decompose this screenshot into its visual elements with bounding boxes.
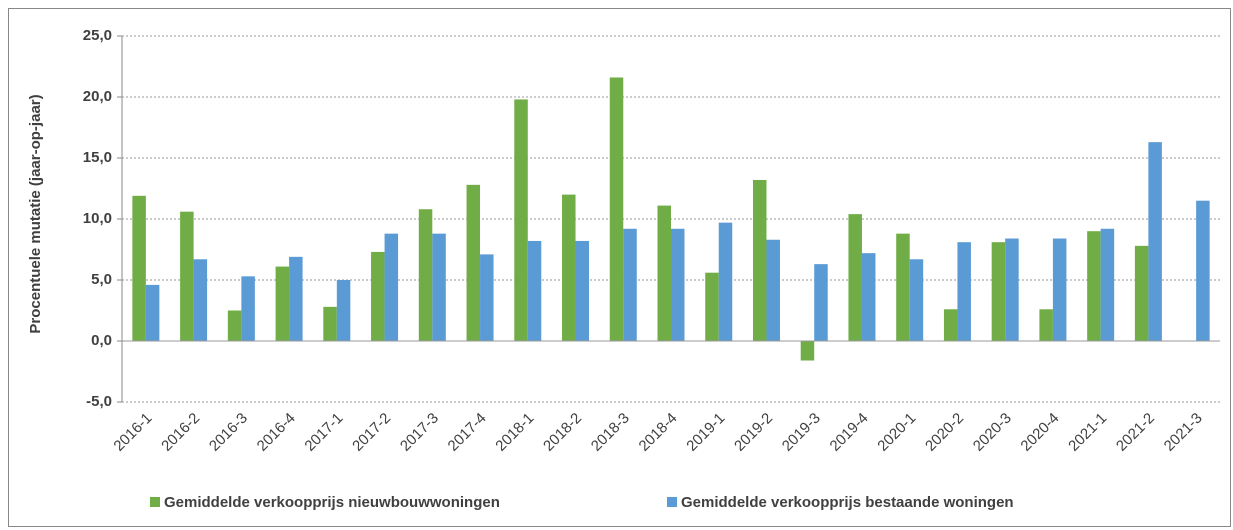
bar — [480, 254, 494, 341]
y-axis-label: Procentuele mutatie (jaar-op-jaar) — [27, 94, 44, 333]
bar — [384, 233, 399, 341]
bar — [371, 251, 385, 341]
bar — [180, 211, 194, 341]
bar — [943, 309, 958, 341]
y-tick-label: 5,0 — [91, 271, 112, 288]
bar — [1052, 238, 1067, 341]
bar — [466, 184, 481, 341]
bar — [336, 280, 351, 341]
bar — [752, 179, 767, 341]
y-tick-label: 0,0 — [91, 332, 112, 349]
bar — [896, 233, 910, 341]
y-tick-label: -5,0 — [86, 393, 112, 410]
bar — [814, 264, 828, 341]
bar — [623, 228, 637, 341]
legend-swatch — [150, 497, 160, 507]
bar — [514, 99, 528, 341]
bar — [227, 310, 242, 341]
bar — [1100, 228, 1115, 341]
y-tick-label: 15,0 — [83, 149, 112, 166]
bar — [1196, 200, 1210, 341]
bar — [1148, 142, 1162, 341]
bar — [957, 242, 971, 341]
bar — [800, 341, 815, 361]
bar — [1039, 309, 1053, 341]
bar — [132, 195, 146, 341]
bar — [432, 233, 446, 341]
bar — [193, 259, 208, 341]
y-tick-label: 25,0 — [83, 27, 112, 44]
bar — [562, 194, 576, 341]
bar — [705, 272, 719, 341]
bar — [671, 228, 685, 341]
bar — [527, 240, 542, 341]
y-tick-label: 10,0 — [83, 210, 112, 227]
bar — [323, 306, 337, 341]
legend-swatch — [667, 497, 677, 507]
legend-label: Gemiddelde verkoopprijs bestaande woning… — [681, 494, 1014, 511]
bar — [575, 240, 590, 341]
bar — [657, 205, 671, 341]
bar — [991, 242, 1006, 341]
legend-label: Gemiddelde verkoopprijs nieuwbouwwoninge… — [164, 494, 500, 511]
bar — [1134, 245, 1149, 341]
bar — [1005, 238, 1019, 341]
bar — [909, 259, 924, 341]
bar — [861, 253, 876, 341]
bar — [418, 209, 433, 341]
bar — [289, 256, 303, 341]
bar — [275, 266, 290, 341]
bar — [145, 284, 160, 341]
bar — [241, 276, 255, 341]
y-tick-label: 20,0 — [83, 88, 112, 105]
bar — [1087, 231, 1101, 341]
bar — [609, 77, 624, 341]
bar — [718, 222, 733, 341]
bar — [766, 239, 780, 341]
bar — [848, 214, 862, 341]
